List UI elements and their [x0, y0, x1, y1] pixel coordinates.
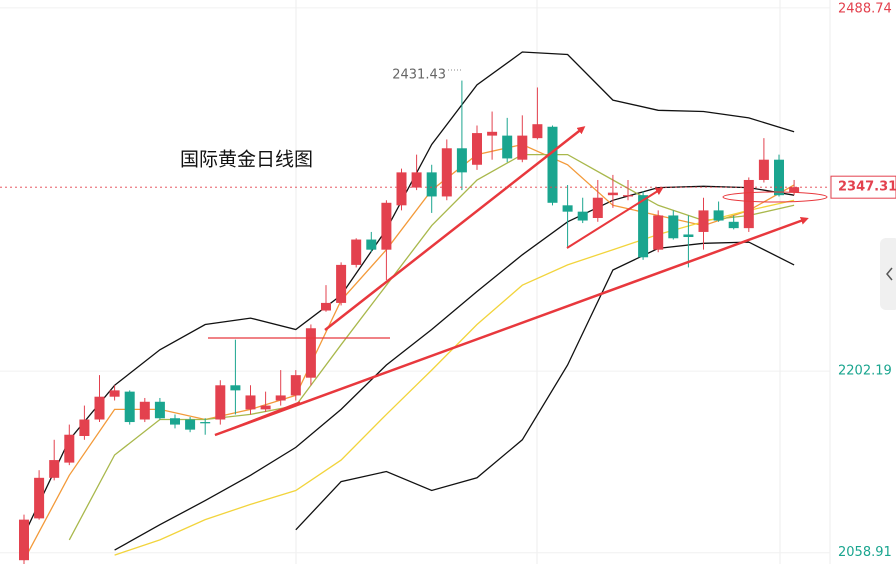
candle-body [774, 159, 784, 196]
candle-body [34, 477, 45, 519]
candle-body [562, 205, 573, 212]
candle-body [139, 401, 150, 420]
candle-body [275, 395, 286, 401]
support-line [214, 401, 301, 436]
candle-body [79, 419, 90, 436]
candle-body [366, 239, 377, 250]
candle-body [124, 391, 135, 423]
y-tick-label: 2202.19 [838, 364, 892, 379]
candle-body [577, 211, 588, 221]
candle-body [472, 133, 482, 165]
candles [19, 80, 800, 564]
high-label: 2431.43 [392, 68, 446, 83]
indicator-line [23, 143, 795, 561]
candle-body [109, 390, 120, 397]
candle-body [789, 187, 800, 193]
candle-body [713, 210, 724, 221]
candle-body [728, 221, 739, 229]
last-price-label: 2347.31 [838, 180, 896, 195]
trend-arrow [324, 126, 586, 331]
candle-body [532, 124, 543, 139]
side-tab-icon[interactable] [886, 267, 893, 281]
candle-body [623, 195, 633, 197]
y-tick-label: 2488.74 [838, 2, 892, 17]
candle-body [607, 192, 618, 196]
candle-body [502, 135, 513, 159]
candle-body [517, 135, 528, 160]
y-tick-label: 2058.91 [838, 545, 892, 560]
trend-arrow [566, 187, 664, 249]
layout-grid [295, 0, 831, 564]
candle-body [683, 234, 694, 238]
candle-body [456, 148, 467, 173]
candle-body [290, 375, 301, 396]
candle-body [49, 460, 60, 478]
overlays [23, 51, 795, 561]
candle-body [411, 172, 422, 188]
annotations [208, 126, 828, 437]
candle-body [245, 395, 256, 410]
indicator-line [114, 199, 795, 556]
candle-body [487, 131, 498, 136]
chart-title: 国际黄金日线图 [180, 149, 313, 171]
indicator-line [295, 241, 795, 531]
candle-body [547, 126, 558, 203]
candle-body [758, 159, 769, 180]
candle-body [260, 405, 271, 410]
candle-body [230, 385, 241, 391]
side-tab[interactable] [880, 238, 896, 310]
candle-body [336, 264, 347, 303]
highlight-ellipse [722, 191, 828, 203]
candle-body [698, 210, 709, 232]
candle-body [743, 179, 754, 229]
side-tab-bg[interactable] [880, 238, 896, 310]
candle-body [321, 302, 331, 311]
candle-body [653, 215, 664, 250]
candle-body [170, 418, 180, 425]
last-price-box [830, 175, 896, 199]
candle-body [592, 197, 603, 218]
candle-body [154, 401, 165, 419]
grid [0, 7, 830, 554]
candle-body [351, 239, 362, 265]
candle-body [185, 419, 196, 430]
trend-arrow [214, 216, 809, 437]
candle-body [638, 195, 649, 258]
candle-body [200, 422, 211, 424]
candle-body [305, 328, 316, 378]
candle-body [426, 172, 437, 197]
candle-body [19, 519, 29, 561]
indicator-line [23, 51, 795, 536]
candle-body [668, 215, 679, 239]
candle-body [441, 148, 452, 197]
candle-body [215, 385, 226, 420]
candle-body [381, 202, 392, 250]
candle-body [396, 172, 407, 206]
candle-body [64, 434, 75, 463]
candle-body [94, 396, 105, 420]
indicator-line [114, 185, 795, 551]
